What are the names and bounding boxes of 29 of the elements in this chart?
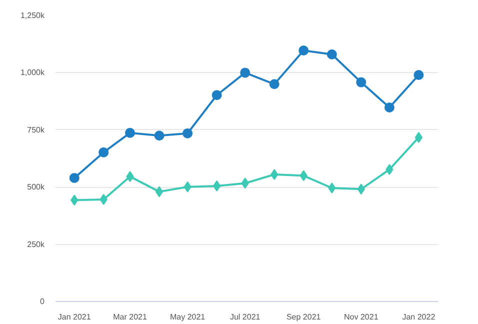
y-tick-label: 250k [27,240,46,249]
y-tick-label: 0 [40,297,46,306]
point [125,128,136,138]
x-tick-label: Jul 2021 [230,312,261,322]
point [240,68,250,78]
point [182,128,193,138]
point [69,172,80,183]
point [414,132,423,143]
x-tick-label: Sep 2021 [286,312,322,322]
point [384,102,394,112]
point [155,186,164,198]
point [154,130,164,141]
x-tick-label: Nov 2021 [344,312,379,322]
x-tick-label: Jan 2022 [402,312,436,322]
point [414,70,424,80]
point [98,147,109,158]
point [356,77,366,88]
y-tick-label: 500k [27,182,46,192]
y-tick-label: 1,250k [20,11,46,20]
point [298,46,309,56]
point [326,49,337,60]
x-tick-label: May 2021 [170,312,206,322]
x-tick-label: Mar 2021 [113,312,148,322]
x-tick-label: Jan 2021 [58,312,92,322]
point [212,90,222,100]
y-tick-label: 1,000k [20,68,46,78]
point [212,180,221,192]
point [269,79,280,90]
y-tick-label: 750k [27,125,46,134]
